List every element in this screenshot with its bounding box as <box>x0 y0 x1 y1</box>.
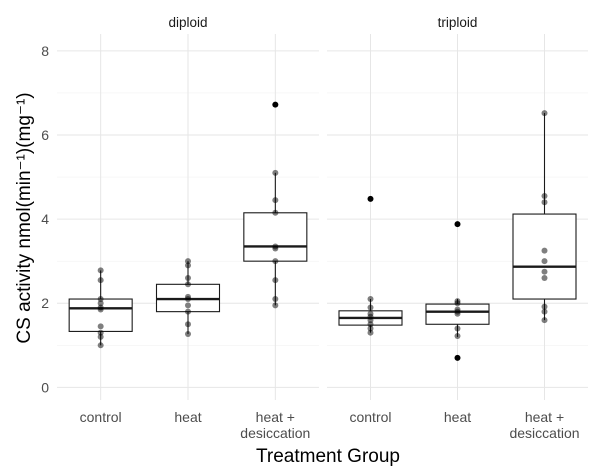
facet-panel-diploid: diploid control heat heat +desiccation <box>57 15 319 441</box>
data-point <box>185 281 191 287</box>
x-tick-label: heat <box>174 409 201 425</box>
box-triploid-2 <box>513 110 576 323</box>
data-point <box>98 267 104 273</box>
data-point <box>542 317 548 323</box>
outlier-point <box>455 221 461 227</box>
data-point <box>272 197 278 203</box>
data-point <box>542 304 548 310</box>
data-point <box>98 296 104 302</box>
data-point <box>455 325 461 331</box>
data-point <box>185 258 191 264</box>
data-point <box>542 199 548 205</box>
data-point <box>542 275 548 281</box>
box-iqr <box>513 214 576 299</box>
data-point <box>185 294 191 300</box>
x-tick-label: desiccation <box>240 425 310 441</box>
facet-label: diploid <box>168 15 207 30</box>
data-point <box>272 302 278 308</box>
x-tick-label: heat <box>444 409 471 425</box>
data-point <box>455 307 461 313</box>
data-point <box>272 296 278 302</box>
data-point <box>455 298 461 304</box>
data-point <box>272 243 278 249</box>
data-point <box>368 311 374 317</box>
outlier-point <box>368 196 374 202</box>
data-point <box>542 269 548 275</box>
facet-label: triploid <box>438 15 478 30</box>
data-point <box>98 330 104 336</box>
data-point <box>368 304 374 310</box>
data-point <box>272 210 278 216</box>
x-tick-label: control <box>349 409 391 425</box>
data-point <box>542 248 548 254</box>
data-point <box>98 342 104 348</box>
data-point <box>272 170 278 176</box>
box-iqr <box>244 213 307 261</box>
data-point <box>98 277 104 283</box>
outlier-point <box>272 102 278 108</box>
box-diploid-0 <box>69 267 132 348</box>
x-tick-label: control <box>80 409 122 425</box>
y-tick-label: 6 <box>41 127 49 143</box>
data-point <box>185 309 191 315</box>
data-point <box>98 323 104 329</box>
box-diploid-1 <box>157 258 220 337</box>
data-point <box>185 302 191 308</box>
y-tick-label: 8 <box>41 43 49 59</box>
data-point <box>542 110 548 116</box>
data-point <box>368 296 374 302</box>
facet-panel-triploid: triploid control heat heat +desiccation <box>327 15 588 441</box>
data-point <box>542 258 548 264</box>
x-tick-label: heat + <box>256 409 295 425</box>
data-point <box>272 258 278 264</box>
data-point <box>185 275 191 281</box>
outlier-point <box>455 355 461 361</box>
y-tick-label: 4 <box>41 211 49 227</box>
x-axis-title: Treatment Group <box>256 446 400 467</box>
data-point <box>542 193 548 199</box>
y-tick-label: 0 <box>41 379 49 395</box>
data-point <box>185 321 191 327</box>
y-axis-title: CS activity nmol(min⁻¹)(mg⁻¹) <box>14 92 35 343</box>
data-point <box>185 331 191 337</box>
data-point <box>455 333 461 339</box>
y-axis: 0 2 4 6 8 <box>41 43 49 396</box>
x-tick-label: heat + <box>525 409 564 425</box>
x-tick-label: desiccation <box>509 425 579 441</box>
y-tick-label: 2 <box>41 295 49 311</box>
data-point <box>272 277 278 283</box>
